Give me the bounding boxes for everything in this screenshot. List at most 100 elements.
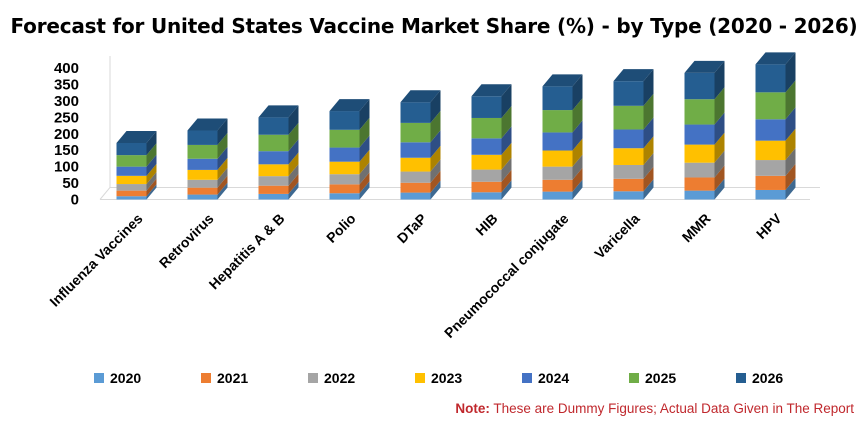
x-category-label: Hepatitis A & B <box>206 210 288 292</box>
bar-segment-side <box>572 167 583 192</box>
bar-segment-side <box>217 118 228 145</box>
bar-segment-side <box>217 157 228 180</box>
bar-top <box>116 130 157 143</box>
bar-segment <box>471 138 502 155</box>
bar-segment-side <box>785 80 796 120</box>
bar-segment <box>755 175 786 190</box>
bar-segment <box>258 151 289 165</box>
x-category-label: Retrovirus <box>156 210 217 271</box>
bar-segment <box>187 169 218 180</box>
bar-segment-side <box>146 143 157 167</box>
bar-segment-side <box>572 154 583 180</box>
x-category-label: HIB <box>472 210 500 238</box>
bar-segment-side <box>572 138 583 167</box>
y-tick-label: 50 <box>62 175 79 192</box>
bar-segment <box>755 92 786 120</box>
bar-segment <box>755 119 786 141</box>
bar-segment-side <box>714 165 725 191</box>
bar-segment-side <box>785 148 796 176</box>
bar-segment-side <box>146 184 157 200</box>
bar-segment <box>542 179 573 192</box>
bar-top <box>329 99 370 112</box>
bar-segment <box>329 174 360 185</box>
bar-segment-side <box>501 180 512 200</box>
bar-segment-side <box>288 164 299 186</box>
bar-segment-side <box>217 146 228 170</box>
legend-label: 2023 <box>431 370 462 386</box>
bar-segment <box>471 154 502 170</box>
bar-segment-side <box>288 181 299 200</box>
bar-segment <box>116 175 147 185</box>
bar-segment-side <box>501 126 512 155</box>
bar-top <box>755 52 796 65</box>
bar-segment <box>258 193 289 200</box>
legend-swatch <box>629 373 639 383</box>
bar-segment <box>755 160 786 176</box>
bar-segment <box>684 124 715 145</box>
bar-stack <box>613 69 654 200</box>
bars-group <box>116 52 796 200</box>
legend-label: 2025 <box>645 370 676 386</box>
bar-segment-side <box>430 145 441 172</box>
bar-segment-side <box>288 139 299 165</box>
bar-segment-side <box>430 110 441 143</box>
bar-top <box>258 105 299 118</box>
bar-segment <box>471 181 502 193</box>
y-tick-label: 100 <box>54 159 79 176</box>
bar-stack <box>471 84 512 200</box>
bar-segment <box>755 140 786 161</box>
x-category-label: Influenza Vaccines <box>46 210 145 309</box>
bar-segment-side <box>643 166 654 192</box>
bar-segment-side <box>359 135 370 162</box>
bar-segment-side <box>217 167 228 188</box>
bar-segment <box>471 117 502 139</box>
bar-segment <box>542 110 573 133</box>
bar-segment <box>542 150 573 167</box>
bar-segment-side <box>359 99 370 130</box>
bar-segment-side <box>501 84 512 118</box>
bar-segment-side <box>430 170 441 193</box>
bar-segment <box>187 179 218 188</box>
bar-segment <box>542 86 573 111</box>
bar-segment <box>116 190 147 197</box>
x-category-label: Polio <box>323 210 359 246</box>
bar-segment <box>471 96 502 118</box>
bar-segment-side <box>217 182 228 200</box>
y-tick-label: 0 <box>71 192 79 209</box>
bar-segment <box>684 144 715 163</box>
bar-segment-side <box>643 93 654 130</box>
bar-stack <box>187 118 228 200</box>
bar-stack <box>329 99 370 200</box>
bar-segment <box>329 111 360 130</box>
x-category-label: Pneumococcal conjugate <box>441 210 572 341</box>
legend-swatch <box>415 373 425 383</box>
y-tick-label: 150 <box>54 142 79 159</box>
legend-label: 2024 <box>538 370 569 386</box>
bar-segment-side <box>643 117 654 149</box>
bar-top <box>684 60 725 73</box>
legend-swatch <box>201 373 211 383</box>
bar-segment-side <box>572 179 583 200</box>
bar-segment <box>684 190 715 200</box>
y-tick-label: 250 <box>54 109 79 126</box>
bar-segment <box>187 144 218 159</box>
bar-segment-side <box>714 132 725 163</box>
bar-segment <box>542 132 573 151</box>
bar-top <box>400 90 441 103</box>
y-tick-label: 400 <box>54 60 79 77</box>
back-wall-edge <box>99 56 111 200</box>
bar-segment-side <box>501 105 512 139</box>
bar-segment-side <box>572 98 583 133</box>
bar-segment-side <box>288 122 299 152</box>
bar-top <box>187 118 228 131</box>
x-category-label: DTaP <box>394 210 430 246</box>
bar-segment <box>613 129 644 149</box>
bar-segment <box>258 176 289 186</box>
bar-stack <box>755 52 796 200</box>
bar-segment <box>613 81 644 106</box>
bar-segment <box>187 187 218 195</box>
bar-segment <box>613 148 644 165</box>
bar-segment <box>187 130 218 145</box>
